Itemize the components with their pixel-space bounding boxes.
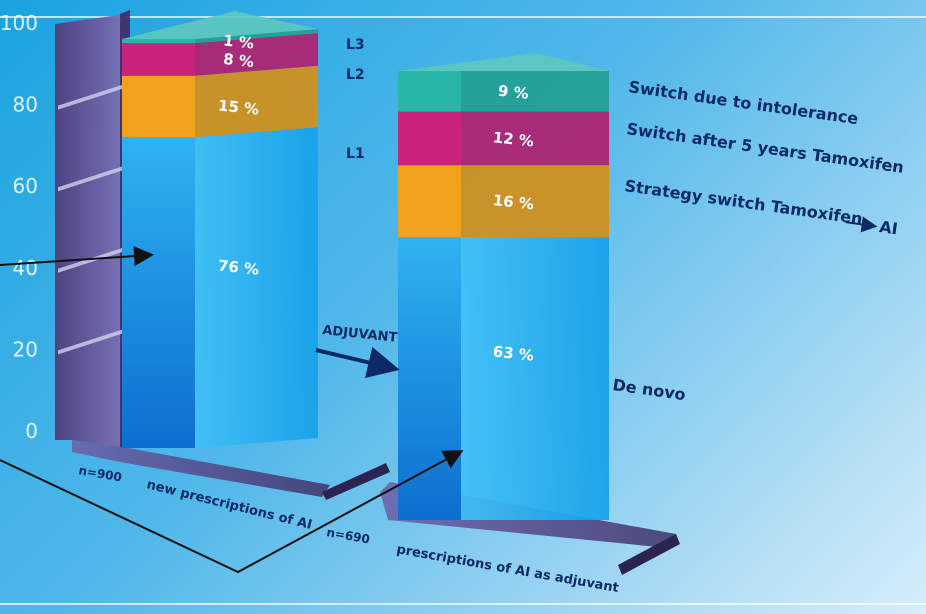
bar-segment-front — [398, 165, 461, 238]
bar-segment-front — [122, 75, 195, 138]
pointer-arrow-bottom — [0, 450, 464, 574]
bar-segment-front — [398, 237, 461, 520]
level-label-l2: L2 — [346, 67, 365, 83]
value-label: 1 % — [222, 32, 254, 53]
bar-segment-side — [195, 65, 318, 138]
floor-end — [618, 534, 680, 575]
y-gridline — [58, 83, 126, 110]
value-labels: 76 % 15 % 8 %1 % 63 % 16 % 12 % 9 % — [217, 32, 535, 365]
category-n-label-2: n=690 — [325, 525, 370, 546]
floor-divider — [322, 463, 390, 500]
value-label: 9 % — [497, 82, 529, 103]
legend-strategy-target: AI — [878, 217, 899, 238]
floor-left — [72, 440, 330, 497]
bar-segment-front — [122, 137, 195, 448]
category-label-2: prescriptions of AI as adjuvant — [395, 542, 620, 596]
legend-strategy-arrow — [845, 216, 878, 233]
bar-segment-side — [461, 237, 609, 520]
bar-top — [122, 11, 318, 39]
legend-strategy: Strategy switch Tamoxifen — [623, 176, 863, 228]
bars — [122, 11, 609, 520]
adjuvant-annotation: ADJUVANT — [322, 323, 399, 346]
bar-segment-side — [461, 165, 609, 238]
y-gridline — [58, 328, 126, 355]
y-tick-label: 40 — [13, 256, 38, 280]
value-label: 12 % — [492, 128, 535, 150]
y-tick-label: 0 — [25, 419, 38, 443]
legend-five-years: Switch after 5 years Tamoxifen — [625, 119, 905, 177]
category-n-label-1: n=900 — [77, 463, 122, 484]
bar-segment-front — [122, 39, 195, 44]
value-label: 16 % — [492, 191, 535, 213]
y-tick-label: 60 — [13, 174, 38, 198]
legend-intolerance: Switch due to intolerance — [627, 77, 859, 128]
value-label: 15 % — [217, 96, 260, 118]
bar-segment-side — [195, 29, 318, 44]
axis-wall — [55, 14, 126, 448]
bar-segment-front — [398, 111, 461, 166]
y-tick-label: 20 — [13, 337, 38, 361]
y-tick-label: 80 — [13, 93, 38, 117]
bar-top — [398, 53, 609, 71]
bar-segment-front — [398, 71, 461, 112]
y-gridline — [58, 165, 126, 192]
bar-segment-front — [122, 43, 195, 76]
bar-segment-side — [195, 33, 318, 76]
value-label: 76 % — [217, 257, 260, 279]
bar-segment-side — [195, 127, 318, 448]
y-tick-label: 100 — [0, 11, 38, 35]
bar-segment-side — [461, 71, 609, 112]
level-label-l1: L1 — [346, 146, 365, 162]
value-label: 8 % — [222, 50, 254, 71]
adjuvant-arrow — [315, 346, 400, 379]
value-label: 63 % — [492, 342, 535, 364]
pointer-arrow-left — [0, 246, 154, 267]
bar-segment-side — [461, 111, 609, 166]
level-label-l3: L3 — [346, 37, 365, 53]
legend-de-novo: De novo — [611, 375, 686, 404]
